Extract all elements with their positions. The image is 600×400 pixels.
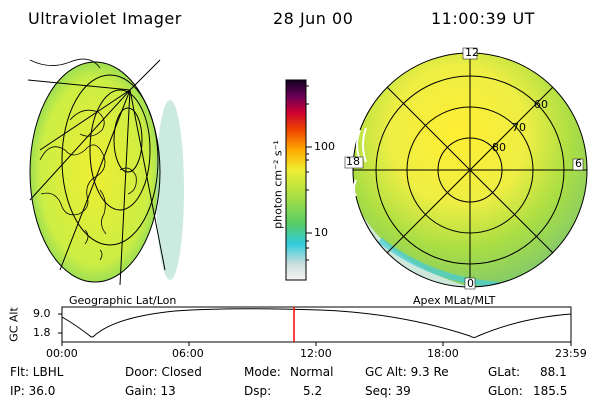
ip-info: IP: 36.0: [10, 384, 56, 398]
lat-label-80: 80: [492, 141, 506, 154]
instrument-title: Ultraviolet Imager: [28, 9, 182, 28]
mlt-label-0: 0: [467, 277, 474, 290]
filter-info: Flt: LBHL: [10, 365, 64, 379]
geographic-grid: [27, 59, 166, 286]
polar-image: [344, 47, 588, 290]
mode-value: Normal: [290, 365, 334, 379]
date-label: 28 Jun 00: [273, 9, 354, 28]
time-label: 11:00:39 UT: [431, 9, 535, 28]
orbit-axis-ticks: [58, 313, 572, 346]
orbit-xtick-0600: 06:00: [172, 347, 204, 360]
door-info: Door: Closed: [125, 365, 202, 379]
orbit-xtick-1200: 12:00: [300, 347, 332, 360]
glat-label: GLat:: [488, 365, 521, 379]
glon-value: 185.5: [533, 384, 568, 398]
mode-label: Mode:: [244, 365, 281, 379]
orbit-ylabel: GC Alt: [7, 307, 21, 342]
orbit-ytick-1-8: 1.8: [33, 326, 51, 339]
glon-label: GLon:: [488, 384, 523, 398]
geographic-image: [27, 58, 184, 286]
coastlines: [29, 58, 137, 261]
lat-label-70: 70: [512, 121, 526, 134]
orbit-ytick-9: 9.0: [33, 307, 51, 320]
orbit-plot: [58, 306, 572, 346]
gain-info: Gain: 13: [125, 384, 176, 398]
colorbar: [285, 79, 307, 281]
orbit-xtick-1800: 18:00: [427, 347, 459, 360]
dsp-value: 5.2: [303, 384, 323, 398]
colorbar-tick-10: 10: [314, 226, 328, 239]
glat-value: 88.1: [540, 365, 567, 379]
colorbar-label: photon cm⁻² s⁻¹: [271, 140, 285, 229]
mlt-label-18: 18: [346, 155, 360, 168]
colorbar-tick-100: 100: [314, 140, 335, 153]
gc-alt-info: GC Alt: 9.3 Re: [365, 365, 449, 379]
mlt-label-12: 12: [465, 46, 479, 59]
polar-caption: Apex MLat/MLT: [413, 294, 496, 307]
colorbar-ticks: [306, 85, 312, 261]
emission-edge-geo: [156, 100, 184, 280]
auroral-emission-geo: [30, 62, 160, 282]
seq-info: Seq: 39: [365, 384, 411, 398]
orbit-xtick-2359: 23:59: [555, 347, 587, 360]
altitude-curve: [61, 308, 572, 338]
mlt-label-backgrounds: [344, 47, 584, 290]
lat-label-60: 60: [534, 98, 548, 111]
mlt-label-6: 6: [575, 157, 582, 170]
polar-grid: [352, 52, 588, 288]
dsp-label: Dsp:: [244, 384, 272, 398]
orbit-xtick-0000: 00:00: [46, 347, 78, 360]
geographic-caption: Geographic Lat/Lon: [69, 294, 177, 307]
orbit-frame: [61, 306, 572, 343]
